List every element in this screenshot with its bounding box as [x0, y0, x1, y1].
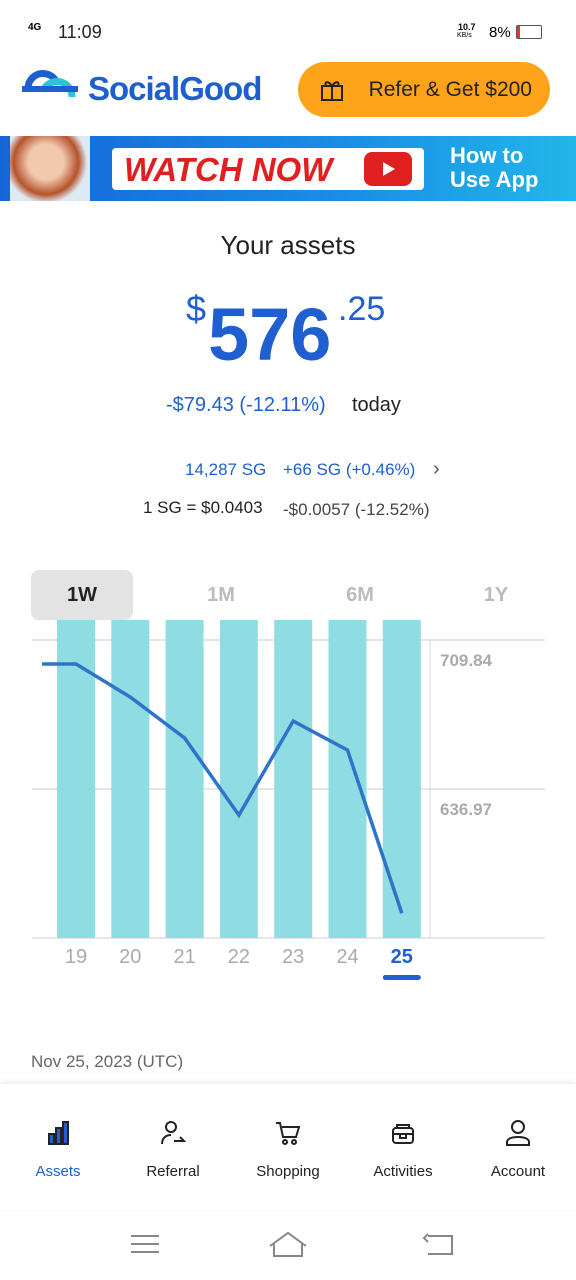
nav-label[interactable]: Assets [35, 1163, 81, 1180]
x-tick-label: 21 [173, 946, 195, 968]
currency: $ [186, 288, 207, 329]
line [42, 662, 404, 914]
x-tick-label: 22 [228, 946, 250, 968]
system-bar [131, 1231, 453, 1257]
presenter [10, 136, 90, 201]
rate-change: -$0.0057 (-12.52%) [283, 500, 430, 519]
date: Nov 25, 2023 (UTC) [31, 1052, 184, 1071]
nav-icon [161, 1121, 186, 1145]
bottom-nav [0, 1084, 576, 1210]
nav-label[interactable]: Account [490, 1163, 546, 1180]
logo-icon [22, 69, 78, 98]
bar [165, 620, 204, 938]
tab-selected [31, 570, 133, 620]
nav-icon [48, 1121, 69, 1145]
speed-unit: KB/s [457, 32, 472, 39]
tab[interactable]: 1M [207, 584, 235, 606]
x-tick-label: 25 [391, 946, 413, 968]
change: -$79.43 (-12.11%) [166, 394, 326, 416]
bar [57, 620, 95, 938]
tab[interactable]: 1W [67, 584, 97, 606]
play-icon [364, 152, 412, 186]
amount: 576 [208, 293, 332, 376]
selected-underline [382, 975, 421, 980]
time: 11:09 [58, 22, 102, 42]
rate: 1 SG = $0.0403 [143, 498, 263, 517]
banner-text: How to Use App [450, 143, 539, 192]
bar [274, 620, 313, 938]
network: 4G [28, 22, 42, 33]
x-tick-label: 23 [282, 946, 304, 968]
nav-label[interactable]: Referral [146, 1163, 200, 1180]
battery: 8% [489, 24, 511, 41]
change-suffix: today [352, 394, 401, 416]
nav-label[interactable]: Activities [373, 1163, 433, 1180]
x-tick-label: 24 [336, 946, 358, 968]
chart: 709.84 636.97 19 20 21 22 23 24 25 [32, 620, 545, 980]
y-tick-label: 636.97 [440, 800, 492, 819]
assets-title: Your assets [220, 230, 356, 260]
nav-icon [276, 1122, 301, 1145]
sg-balance: 14,287 SG [185, 460, 267, 479]
bar [219, 620, 258, 938]
logo: SocialGood [88, 70, 262, 107]
nav-label[interactable]: Shopping [256, 1163, 320, 1180]
speed: 10.7 [458, 22, 476, 32]
bar [328, 620, 367, 938]
nav-icon [392, 1124, 414, 1144]
gift-icon [321, 81, 343, 101]
x-tick-label: 19 [65, 946, 87, 968]
tab[interactable]: 1Y [483, 584, 509, 606]
sg-change[interactable]: +66 SG (+0.46%) [283, 460, 416, 479]
nav-icon [506, 1120, 530, 1146]
battery-icon [516, 25, 542, 39]
y-tick-label: 709.84 [440, 651, 493, 670]
cents: .25 [338, 290, 386, 328]
tab[interactable]: 6M [346, 584, 374, 606]
chevron: › [433, 458, 440, 480]
x-tick-label: 20 [119, 946, 141, 968]
refer-button[interactable]: Refer & Get $200 [298, 62, 550, 117]
bar [111, 620, 150, 938]
bar [382, 620, 421, 938]
